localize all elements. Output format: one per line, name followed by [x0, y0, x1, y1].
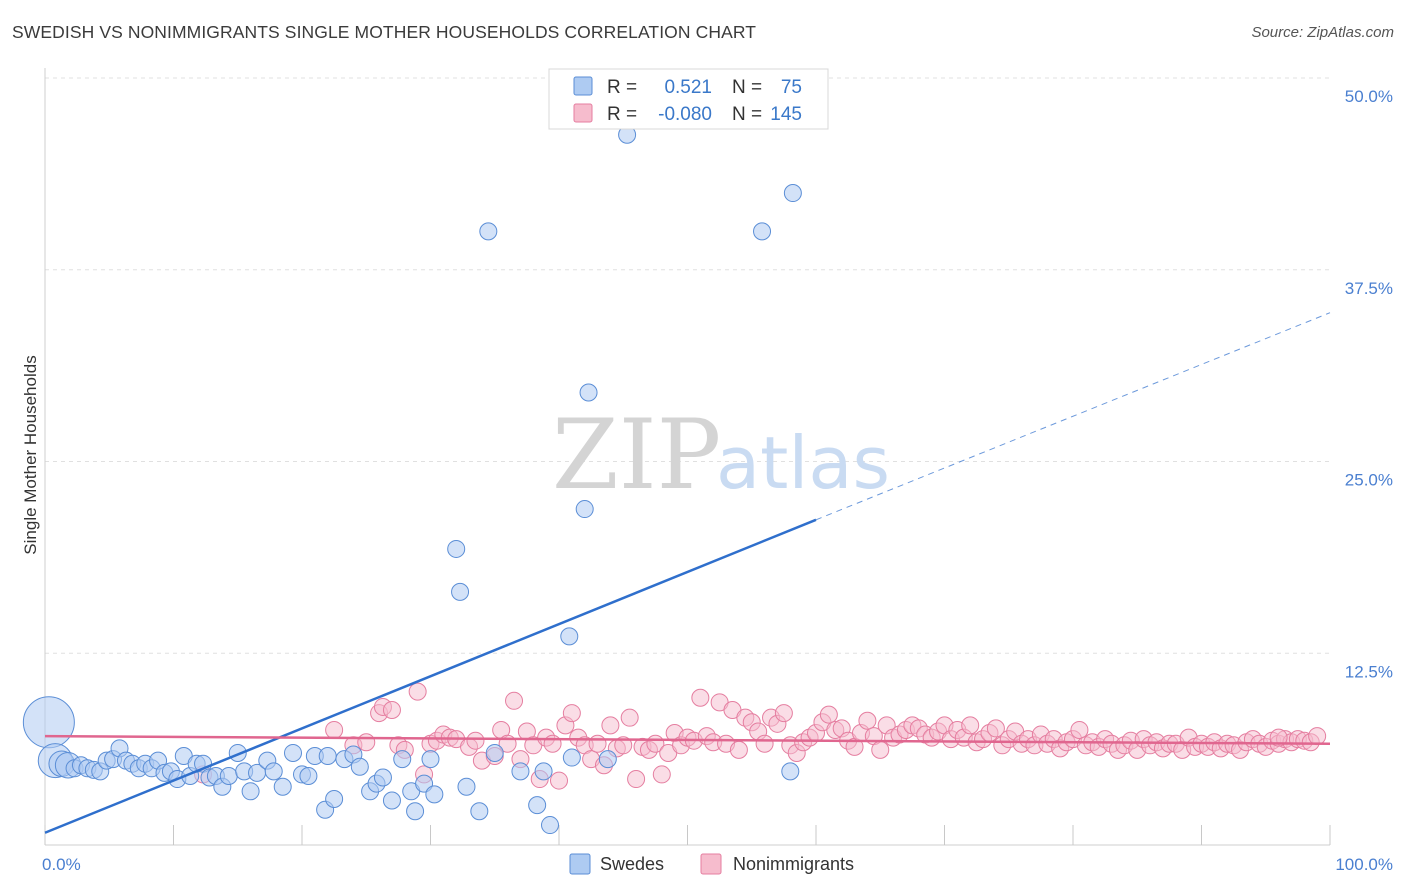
swedes-point-31 — [241, 782, 260, 801]
swedes-point-73 — [781, 762, 800, 781]
nonimmigrants-point-40 — [620, 708, 639, 727]
swedes-point-60 — [485, 743, 504, 762]
y-tick-label-2: 37.5% — [1345, 279, 1393, 298]
swedes-point-40 — [318, 747, 337, 766]
swedes-point-52 — [406, 802, 425, 821]
y-tick-label-0: 12.5% — [1345, 662, 1393, 681]
swedes-point-48 — [373, 768, 392, 787]
nonimmigrants-point-71 — [819, 705, 838, 724]
swedes-point-69 — [575, 500, 594, 519]
legend-n-value-2: 145 — [770, 104, 802, 125]
swedes-point-71 — [753, 222, 772, 241]
source-label: Source: ZipAtlas.com — [1251, 24, 1394, 41]
swedes-point-66 — [562, 748, 581, 767]
y-tick-label-1: 25.0% — [1345, 471, 1393, 490]
x-tick-label-1: 100.0% — [1335, 855, 1393, 874]
watermark: ZIP atlas — [552, 399, 890, 511]
bottom-legend-nonimmigrants: Nonimmigrants — [733, 854, 854, 874]
bottom-legend-swedes: Swedes — [600, 854, 664, 874]
nonimmigrants-point-93 — [961, 716, 980, 735]
legend-n-value-1: 75 — [781, 77, 802, 98]
swedes-point-34 — [264, 762, 283, 781]
swedes-point-54 — [421, 750, 440, 769]
bottom-legend-swatch-nonimmigrants — [700, 853, 722, 875]
nonimmigrants-point-29 — [550, 771, 568, 790]
nonimmigrants-point-22 — [505, 691, 524, 710]
nonimmigrants-point-77 — [858, 711, 877, 730]
bottom-legend-swatch-swedes — [569, 853, 591, 875]
legend-r-value-1: 0.521 — [664, 77, 712, 98]
nonimmigrants-trend-line — [44, 734, 1331, 746]
nonimmigrants-point-45 — [652, 765, 671, 784]
swedes-point-28 — [219, 766, 238, 785]
y-tick-label-3: 50.0% — [1345, 87, 1393, 106]
y-axis-label: Single Mother Households — [21, 355, 40, 554]
legend-swatch-swedes — [573, 76, 593, 96]
chart-title: SWEDISH VS NONIMMIGRANTS SINGLE MOTHER H… — [12, 22, 757, 42]
watermark-zip: ZIP — [552, 399, 721, 511]
swedes-point-56 — [447, 539, 466, 558]
nonimmigrants-point-6 — [382, 701, 401, 720]
swedes-point-35 — [273, 777, 292, 796]
swedes-point-67 — [560, 627, 579, 646]
legend-box — [548, 68, 829, 130]
swedes-point-72 — [783, 184, 802, 203]
swedes-point-36 — [284, 743, 303, 762]
y-tick-labels: 12.5% 25.0% 37.5% 50.0% — [1345, 87, 1393, 681]
legend: R = 0.521 N = 75 R = -0.080 N = 145 — [548, 68, 829, 130]
nonimmigrants-point-17 — [466, 731, 485, 750]
swedes-point-62 — [511, 762, 530, 781]
legend-r-label-2: R = — [607, 104, 637, 125]
x-tick-label-0: 0.0% — [42, 855, 81, 874]
swedes-point-38 — [299, 766, 318, 785]
nonimmigrants-point-9 — [408, 682, 427, 701]
bottom-legend: Swedes Nonimmigrants — [569, 853, 854, 875]
swedes-point-42 — [325, 789, 344, 808]
swedes-point-59 — [470, 802, 489, 821]
nonimmigrants-point-97 — [986, 719, 1005, 738]
swedes-point-61 — [479, 222, 498, 241]
watermark-atlas: atlas — [716, 421, 890, 505]
nonimmigrants-point-31 — [562, 704, 581, 723]
nonimmigrants-point-39 — [614, 736, 633, 755]
swedes-point-58 — [457, 777, 476, 796]
nonimmigrants-point-51 — [691, 688, 710, 707]
swedes-point-57 — [451, 582, 470, 601]
nonimmigrants-point-64 — [774, 704, 793, 723]
nonimmigrants-point-110 — [1070, 720, 1089, 739]
swedes-point-49 — [382, 791, 401, 810]
legend-r-label-1: R = — [607, 77, 637, 98]
swedes-point-0 — [22, 696, 75, 749]
swedes-point-50 — [393, 750, 412, 769]
swedes-point-55 — [425, 785, 444, 804]
nonimmigrants-point-61 — [755, 734, 774, 753]
swedes-point-45 — [350, 757, 369, 776]
legend-r-value-2: -0.080 — [658, 104, 712, 125]
nonimmigrants-point-3 — [357, 733, 376, 752]
legend-swatch-nonimmigrants — [573, 103, 593, 123]
swedes-point-63 — [528, 796, 547, 815]
swedes-point-68 — [579, 383, 598, 402]
nonimmigrants-point-41 — [627, 770, 646, 789]
x-tick-labels: 0.0% 100.0% — [42, 855, 1393, 874]
nonimmigrants-point-57 — [729, 740, 748, 759]
swedes-point-65 — [541, 816, 560, 835]
swedes-point-64 — [534, 762, 553, 781]
nonimmigrants-point-28 — [543, 734, 562, 753]
nonimmigrants-point-1 — [325, 720, 344, 739]
grid-lines — [45, 77, 1330, 654]
nonimmigrants-point-35 — [588, 734, 607, 753]
swedes-point-74 — [598, 750, 617, 769]
trend-lines — [44, 312, 1331, 834]
nonimmigrants-point-79 — [871, 740, 890, 759]
nonimmigrants-point-147 — [1308, 727, 1327, 746]
legend-n-label-1: N = — [732, 77, 762, 98]
swedes-trend-extension — [815, 312, 1331, 521]
swedes-trend-line — [44, 518, 817, 834]
legend-n-label-2: N = — [732, 104, 762, 125]
nonimmigrants-point-37 — [601, 716, 620, 735]
nonimmigrants-point-148 — [1269, 728, 1288, 747]
